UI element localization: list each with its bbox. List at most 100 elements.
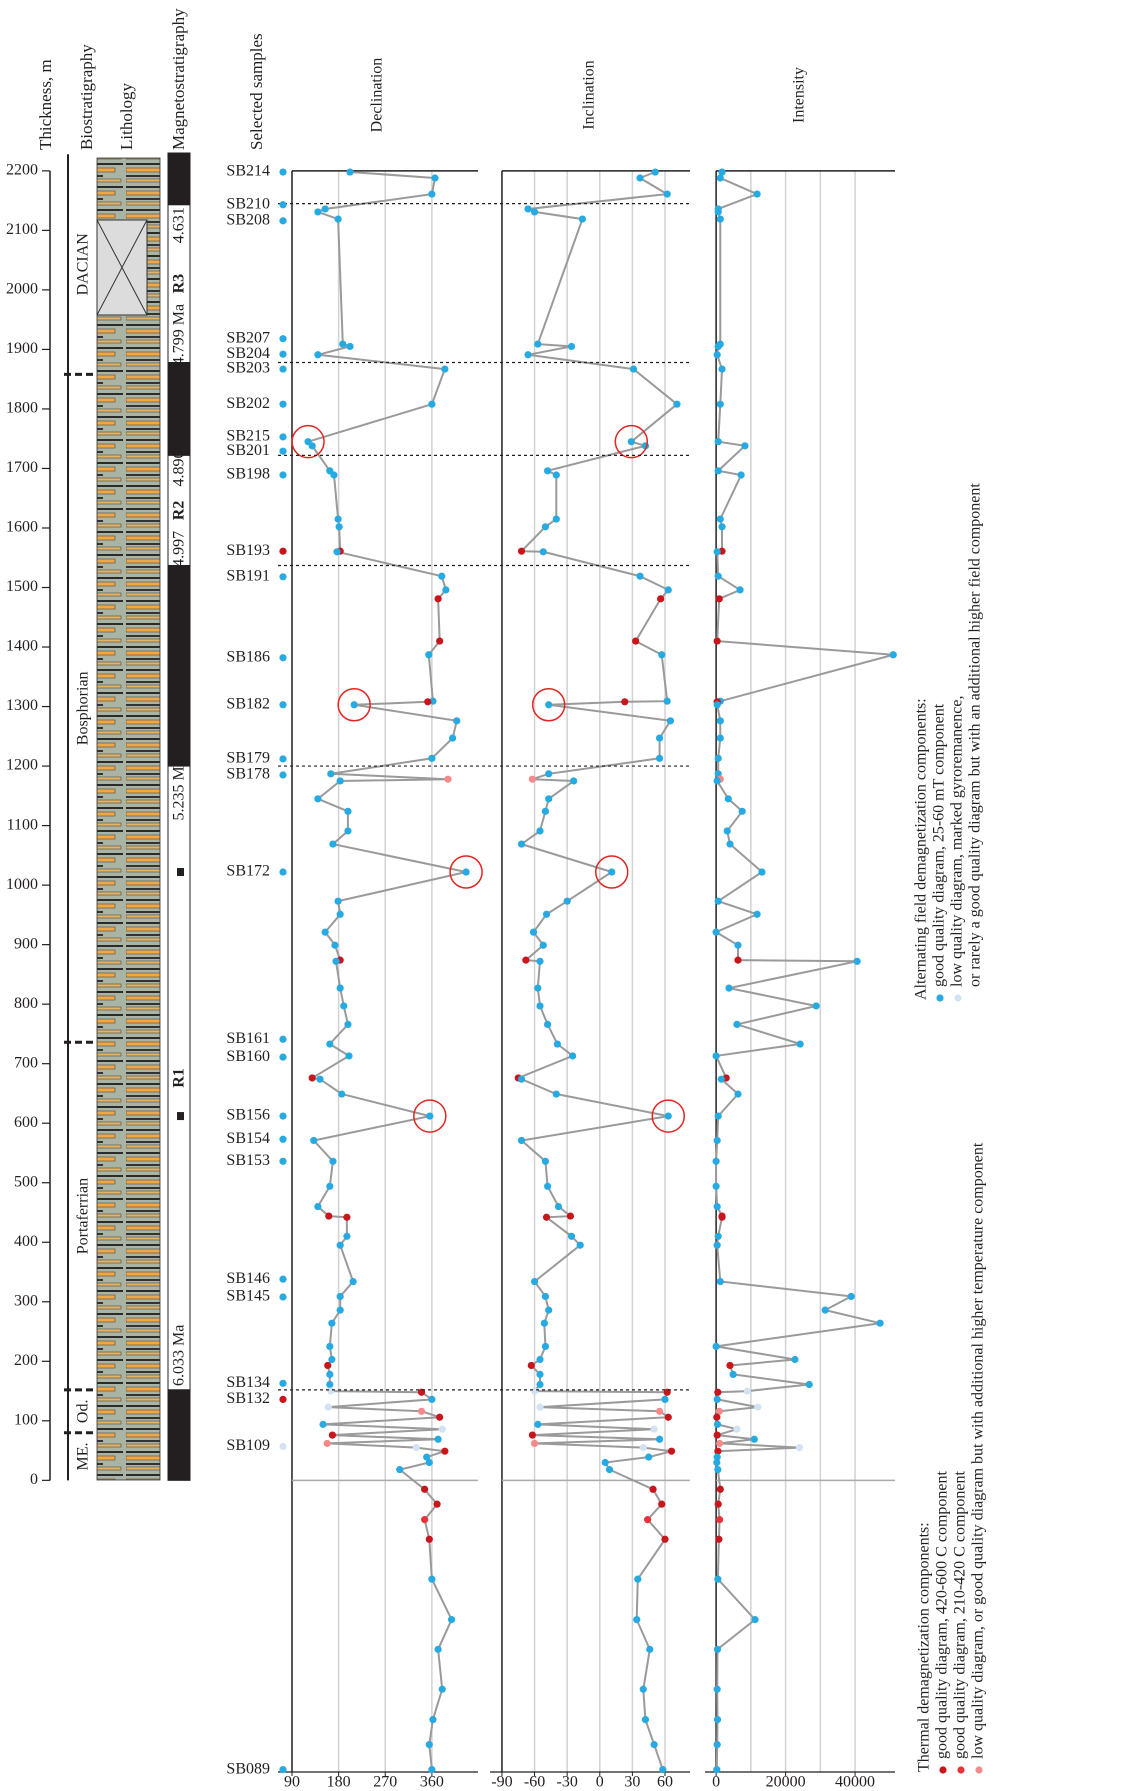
sample-dot [279,771,287,779]
sample-point [438,572,446,580]
y-tick-label: 1600 [6,519,38,536]
sample-point [530,208,539,216]
sample-point [876,1319,884,1327]
sample-label: SB182 [226,695,270,712]
sample-point [651,168,659,176]
lithology-gap [96,219,148,316]
sample-point [541,523,550,531]
sample-point [541,1157,550,1165]
sample-point [344,1020,352,1029]
sample-point [453,717,461,725]
sample-point [350,701,358,709]
sample-point [536,1355,544,1364]
sample-point [336,910,344,918]
stage-label: Od. [75,1400,92,1424]
sample-point [428,1575,436,1583]
sample-point [310,1136,318,1145]
sample-point [527,1361,535,1370]
sample-point [578,215,586,223]
sample-point [576,1241,584,1249]
sample-point [712,1052,720,1060]
sample-label: SB089 [226,1760,270,1777]
sample-point [567,1232,576,1240]
lithology-column [96,157,161,1481]
sample-label: SB202 [226,395,270,412]
sample-point [639,1685,647,1693]
sample-point [655,1435,664,1443]
stage-label: ME. [75,1443,92,1471]
sample-dot [279,755,287,763]
y-tick-label: 1700 [6,459,38,476]
sample-point [325,1212,333,1220]
sample-point [713,1458,721,1467]
sample-point [433,1500,441,1508]
sample-point [345,1052,353,1060]
sample-point [601,1458,609,1467]
sample-point [673,400,681,408]
sample-point [314,795,322,803]
sample-point [729,1370,737,1378]
y-tick-label: 0 [30,1471,38,1488]
sample-point [444,775,452,783]
legend-swatch [954,994,962,1002]
sample-dot [279,701,287,709]
sample-point [429,1716,437,1724]
sample-point [713,548,721,556]
sample-point [334,215,342,223]
sample-label: SB109 [226,1437,270,1454]
header: Lithology [117,82,136,150]
sample-point [524,205,532,213]
sample-point [343,1232,351,1240]
sample-label: SB198 [226,466,270,483]
y-tick-label: 200 [14,1352,38,1369]
sample-point [715,1407,723,1415]
header: Biostratigraphy [77,44,96,150]
sample-point [715,1439,724,1448]
sample-dot [279,365,287,373]
sample-point [552,515,560,523]
sample-dot [279,868,287,876]
sample-point [329,840,337,848]
polarity-zone [167,1389,191,1481]
sample-point [715,1535,723,1543]
sample-point [329,1157,337,1165]
sample-point [534,340,542,348]
sample-point [650,1425,658,1433]
sample-point [434,1645,442,1653]
sample-point [434,595,442,603]
sample-point [718,523,726,531]
sample-point [714,1112,722,1120]
sample-point [425,1741,433,1749]
sample-point [733,1425,741,1433]
sample-point [716,400,724,408]
sample-point [428,754,436,762]
sample-label: SB156 [226,1107,270,1124]
x-tick-label: 180 [327,1774,351,1791]
sample-point [714,438,722,446]
sample-point [664,586,672,594]
age-label: 6.033 Ma [171,1325,188,1386]
sample-point [545,770,553,778]
sample-label: SB160 [226,1048,270,1065]
sample-dot [279,1275,287,1283]
sample-point [528,1431,536,1439]
highlight-ring [413,1099,447,1133]
sample-point [530,1439,539,1448]
sample-point [636,174,644,182]
sample-point [726,1361,734,1370]
sample-label: SB179 [226,750,270,767]
sample-point [636,572,644,580]
zone-label: N1 [171,1425,188,1445]
sample-point [717,1075,725,1083]
x-tick-label: 90 [284,1774,300,1791]
sample-point [713,1685,721,1693]
sample-point [442,586,450,594]
sample-point [528,775,536,783]
sample-point [663,697,671,705]
y-tick-label: 1100 [7,816,38,833]
sample-point [713,637,721,645]
sample-point [716,515,724,523]
sample-point [639,1444,647,1452]
sample-dot [279,433,287,441]
